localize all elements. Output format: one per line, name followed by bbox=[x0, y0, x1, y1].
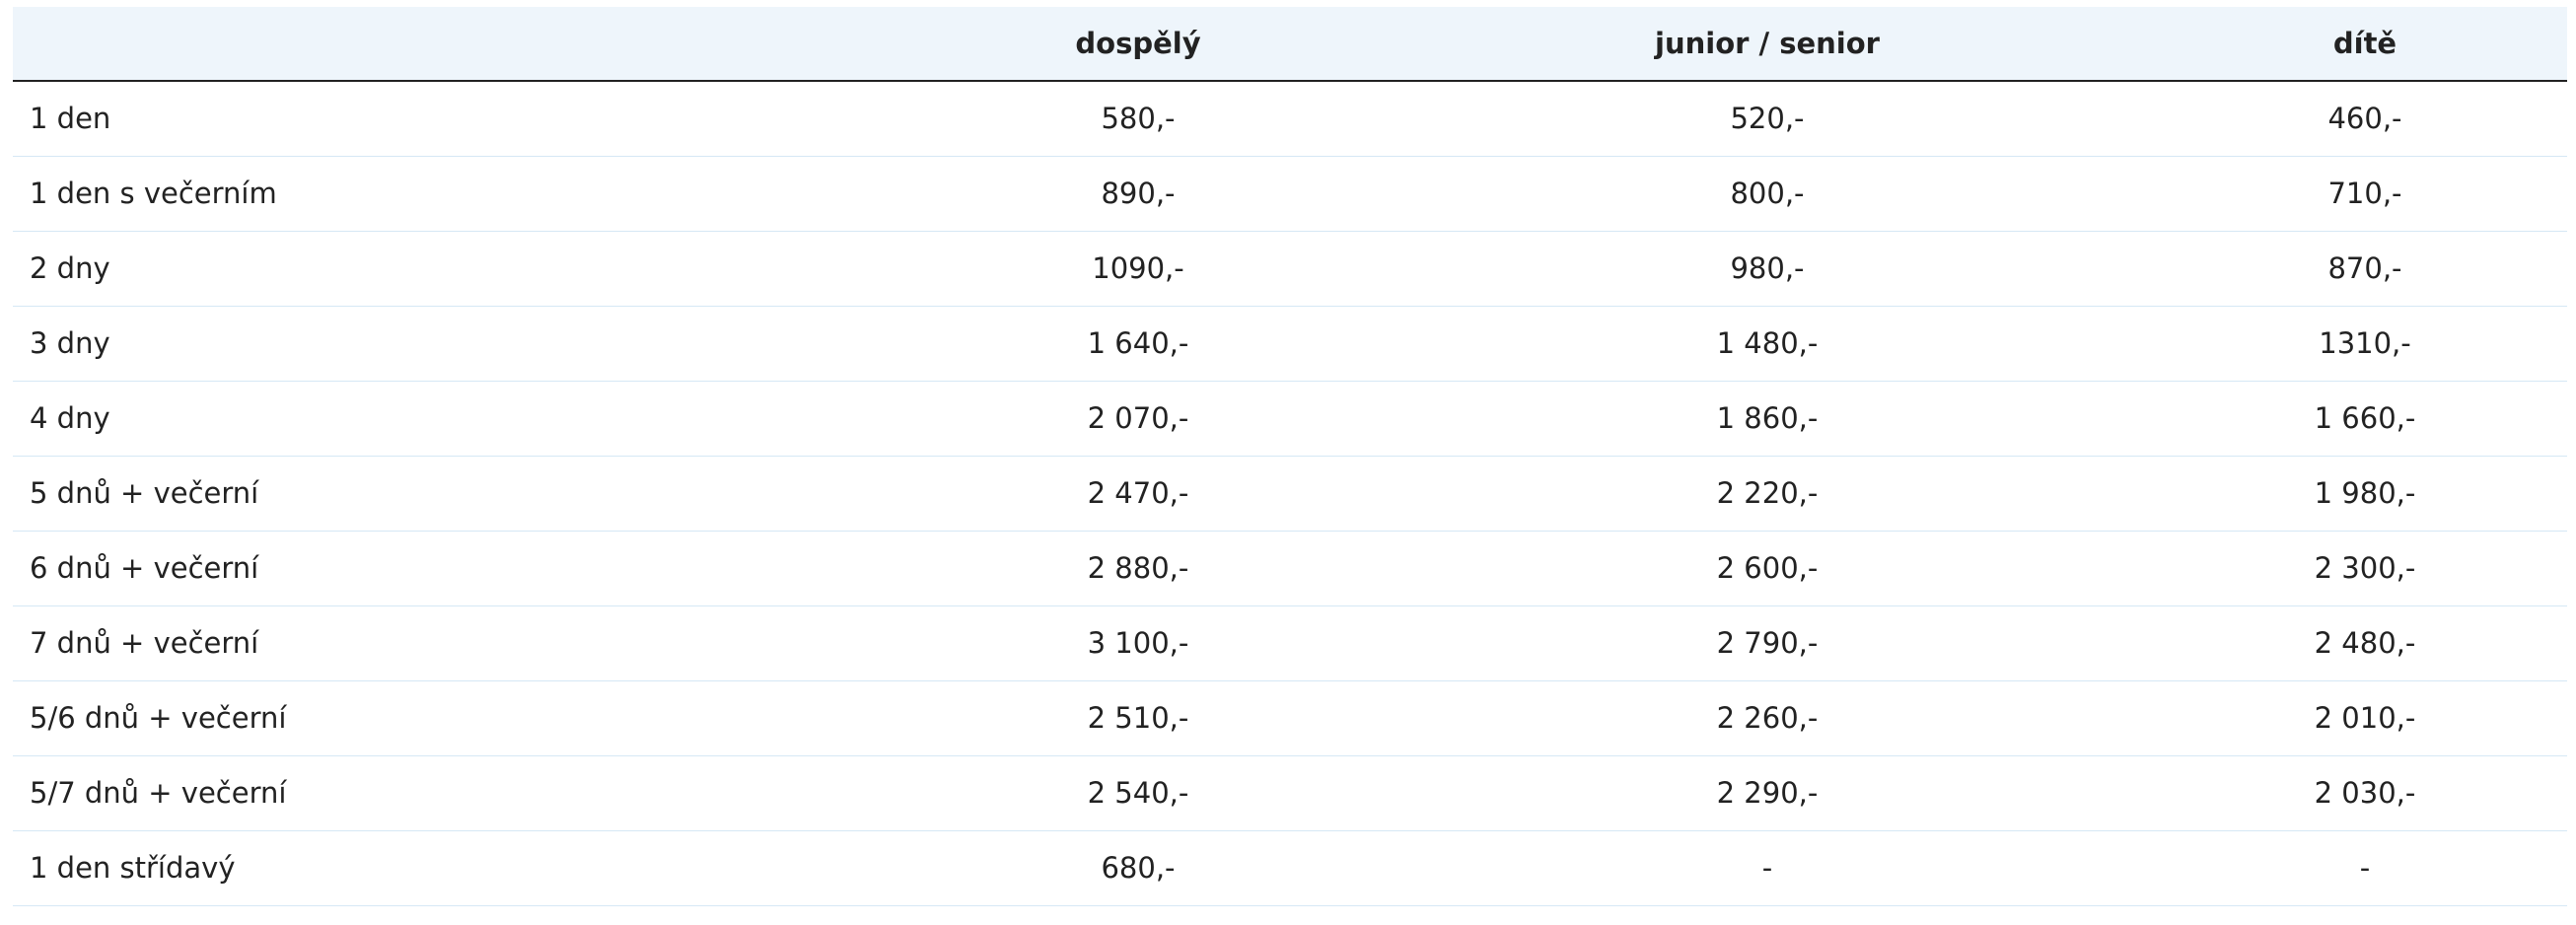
price-cell: 890,- bbox=[824, 156, 1452, 232]
row-label: 1 den bbox=[13, 81, 824, 157]
price-cell: 2 290,- bbox=[1452, 755, 2083, 831]
table-body: 1 den 580,- 520,- 460,- 1 den s večerním 890,… bbox=[13, 81, 2567, 906]
price-cell: 1 860,- bbox=[1452, 381, 2083, 457]
table-row: 3 dny 1 640,- 1 480,- 1310,- bbox=[13, 306, 2567, 382]
price-cell: 2 510,- bbox=[824, 680, 1452, 756]
table-row: 5/6 dnů + večerní 2 510,- 2 260,- 2 010,- bbox=[13, 680, 2567, 756]
price-cell: 2 480,- bbox=[2083, 605, 2567, 681]
price-cell: 2 010,- bbox=[2083, 680, 2567, 756]
row-label: 2 dny bbox=[13, 231, 824, 307]
table-row: 5/7 dnů + večerní 2 540,- 2 290,- 2 030,- bbox=[13, 755, 2567, 831]
row-label: 5 dnů + večerní bbox=[13, 456, 824, 532]
price-cell: 1 980,- bbox=[2083, 456, 2567, 532]
table-header: dospělý junior / senior dítě bbox=[13, 7, 2567, 82]
price-cell: 580,- bbox=[824, 81, 1452, 157]
price-cell: 2 030,- bbox=[2083, 755, 2567, 831]
table-row: 1 den s večerním 890,- 800,- 710,- bbox=[13, 156, 2567, 232]
row-label: 1 den s večerním bbox=[13, 156, 824, 232]
row-label: 5/6 dnů + večerní bbox=[13, 680, 824, 756]
table-row: 4 dny 2 070,- 1 860,- 1 660,- bbox=[13, 381, 2567, 457]
price-cell: 2 600,- bbox=[1452, 531, 2083, 606]
table-row: 1 den 580,- 520,- 460,- bbox=[13, 81, 2567, 157]
price-cell: 520,- bbox=[1452, 81, 2083, 157]
row-label: 6 dnů + večerní bbox=[13, 531, 824, 606]
price-cell: 870,- bbox=[2083, 231, 2567, 307]
price-cell: 460,- bbox=[2083, 81, 2567, 157]
price-cell: 2 470,- bbox=[824, 456, 1452, 532]
header-cell: junior / senior bbox=[1452, 7, 2083, 82]
header-cell: dítě bbox=[2083, 7, 2567, 82]
table-row: 2 dny 1090,- 980,- 870,- bbox=[13, 231, 2567, 307]
price-cell: 2 070,- bbox=[824, 381, 1452, 457]
header-cell: dospělý bbox=[824, 7, 1452, 82]
price-cell: 2 880,- bbox=[824, 531, 1452, 606]
price-cell: 1 640,- bbox=[824, 306, 1452, 382]
table-row: 1 den střídavý 680,- - - bbox=[13, 830, 2567, 906]
price-cell: 2 300,- bbox=[2083, 531, 2567, 606]
price-cell: 710,- bbox=[2083, 156, 2567, 232]
price-cell: 800,- bbox=[1452, 156, 2083, 232]
price-cell: 1310,- bbox=[2083, 306, 2567, 382]
price-cell: 2 540,- bbox=[824, 755, 1452, 831]
row-label: 7 dnů + večerní bbox=[13, 605, 824, 681]
price-cell: 680,- bbox=[824, 830, 1452, 906]
price-cell: 1 480,- bbox=[1452, 306, 2083, 382]
price-cell: 2 790,- bbox=[1452, 605, 2083, 681]
price-cell: 2 220,- bbox=[1452, 456, 2083, 532]
row-label: 1 den střídavý bbox=[13, 830, 824, 906]
price-cell: - bbox=[2083, 830, 2567, 906]
row-label: 5/7 dnů + večerní bbox=[13, 755, 824, 831]
price-cell: 2 260,- bbox=[1452, 680, 2083, 756]
row-label: 4 dny bbox=[13, 381, 824, 457]
table-row: 5 dnů + večerní 2 470,- 2 220,- 1 980,- bbox=[13, 456, 2567, 532]
price-cell: 1 660,- bbox=[2083, 381, 2567, 457]
price-cell: - bbox=[1452, 830, 2083, 906]
table-row: 6 dnů + večerní 2 880,- 2 600,- 2 300,- bbox=[13, 531, 2567, 606]
price-cell: 980,- bbox=[1452, 231, 2083, 307]
price-cell: 1090,- bbox=[824, 231, 1452, 307]
header-row: dospělý junior / senior dítě bbox=[13, 7, 2567, 82]
price-cell: 3 100,- bbox=[824, 605, 1452, 681]
row-label: 3 dny bbox=[13, 306, 824, 382]
table-row: 7 dnů + večerní 3 100,- 2 790,- 2 480,- bbox=[13, 605, 2567, 681]
price-table: dospělý junior / senior dítě 1 den 580,- 5… bbox=[13, 7, 2567, 906]
header-cell bbox=[13, 7, 824, 82]
